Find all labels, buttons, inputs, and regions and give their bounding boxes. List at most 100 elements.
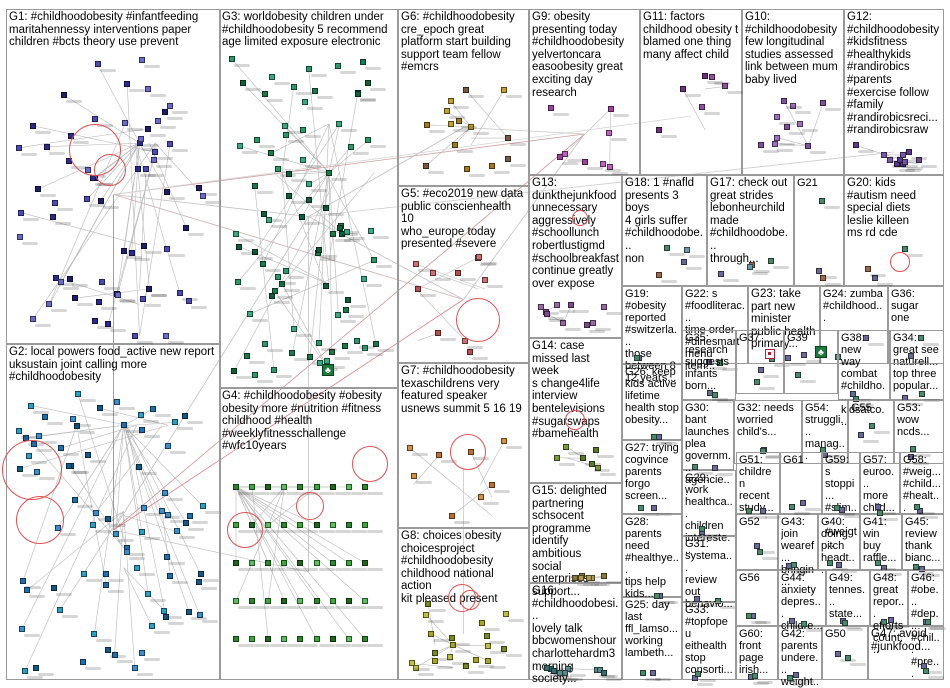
graph-node[interactable] [15,144,22,151]
graph-node[interactable] [297,598,304,604]
graph-node[interactable] [265,598,272,604]
graph-node[interactable] [249,560,256,566]
graph-node[interactable] [95,298,102,305]
graph-node[interactable] [922,668,929,675]
graph-node[interactable] [361,560,368,566]
graph-node[interactable] [651,504,658,511]
graph-node[interactable] [244,353,251,360]
graph-node[interactable] [699,103,706,110]
graph-node[interactable] [282,268,289,275]
graph-node[interactable] [104,646,111,653]
graph-node[interactable] [412,664,419,671]
graph-node[interactable] [162,613,169,620]
graph-node[interactable] [316,247,323,254]
graph-node[interactable] [774,113,781,120]
graph-node[interactable] [538,303,545,310]
graph-node[interactable] [124,549,131,556]
graph-node[interactable] [300,156,307,163]
graph-node[interactable] [167,140,174,147]
graph-node[interactable] [164,188,171,195]
graph-node[interactable] [409,660,416,667]
graph-node[interactable] [606,163,613,170]
graph-node[interactable] [365,79,372,86]
graph-node[interactable] [588,461,595,468]
graph-node[interactable] [681,259,688,266]
graph-node[interactable] [468,123,474,130]
graph-node[interactable] [361,522,368,528]
graph-node[interactable] [818,198,825,204]
graph-node[interactable] [600,160,607,167]
graph-node[interactable] [695,671,702,678]
graph-node[interactable] [235,278,242,285]
graph-node[interactable] [84,195,91,202]
graph-node[interactable] [712,464,719,471]
graph-node[interactable] [290,326,297,333]
graph-node[interactable] [557,154,564,161]
graph-node[interactable] [330,230,337,237]
graph-node[interactable] [195,185,202,192]
graph-node[interactable] [16,233,23,240]
graph-node[interactable] [774,134,781,141]
graph-node[interactable] [745,612,752,619]
graph-node[interactable] [252,248,258,255]
graph-node[interactable] [789,618,796,625]
graph-node[interactable] [909,446,916,453]
graph-node[interactable] [913,504,920,511]
graph-node[interactable] [16,428,23,435]
graph-node[interactable] [880,151,887,158]
graph-node[interactable] [57,445,64,452]
graph-node[interactable] [154,117,161,124]
graph-node[interactable] [753,378,760,385]
graph-node[interactable] [265,560,272,566]
graph-node[interactable] [270,366,277,373]
graph-node[interactable] [691,464,698,471]
graph-node[interactable] [428,630,435,637]
graph-node[interactable] [896,156,903,163]
graph-node[interactable] [887,616,894,623]
graph-node[interactable] [908,353,915,360]
graph-node[interactable] [268,292,275,299]
graph-node[interactable] [601,304,608,311]
graph-node[interactable] [634,354,641,361]
graph-node[interactable] [135,463,142,470]
graph-node[interactable] [834,650,841,657]
graph-node[interactable] [721,83,728,90]
graph-node[interactable] [73,422,80,429]
graph-node[interactable] [249,636,256,642]
graph-node[interactable] [792,672,799,679]
graph-node[interactable] [162,108,169,115]
graph-node[interactable] [325,169,332,176]
graph-node[interactable] [345,636,352,642]
graph-node[interactable] [183,519,190,526]
graph-node[interactable] [862,334,869,341]
graph-node[interactable] [323,357,330,364]
graph-node[interactable] [92,318,99,325]
graph-node[interactable] [430,269,437,276]
graph-node[interactable] [92,115,99,122]
graph-node[interactable] [135,166,142,173]
graph-node[interactable] [143,166,150,173]
graph-node[interactable] [162,333,169,340]
graph-node[interactable] [71,295,78,302]
graph-node[interactable] [586,575,593,582]
graph-node[interactable] [790,102,797,109]
graph-node[interactable] [544,310,551,317]
graph-node[interactable] [283,132,290,139]
graph-node[interactable] [717,271,724,278]
graph-node[interactable] [368,228,375,235]
graph-node[interactable] [706,358,713,365]
graph-node[interactable] [105,516,112,523]
graph-node[interactable] [561,151,568,158]
graph-node[interactable] [759,448,766,455]
graph-node[interactable] [656,127,663,134]
graph-node[interactable] [640,669,647,676]
graph-node[interactable] [796,120,803,127]
graph-node[interactable] [183,225,190,232]
graph-node[interactable] [139,427,146,434]
graph-node[interactable] [462,663,469,670]
graph-node[interactable] [91,631,98,638]
graph-node[interactable] [161,607,168,614]
graph-node[interactable] [28,402,35,409]
graph-node[interactable] [554,454,561,461]
graph-node[interactable] [758,366,765,373]
